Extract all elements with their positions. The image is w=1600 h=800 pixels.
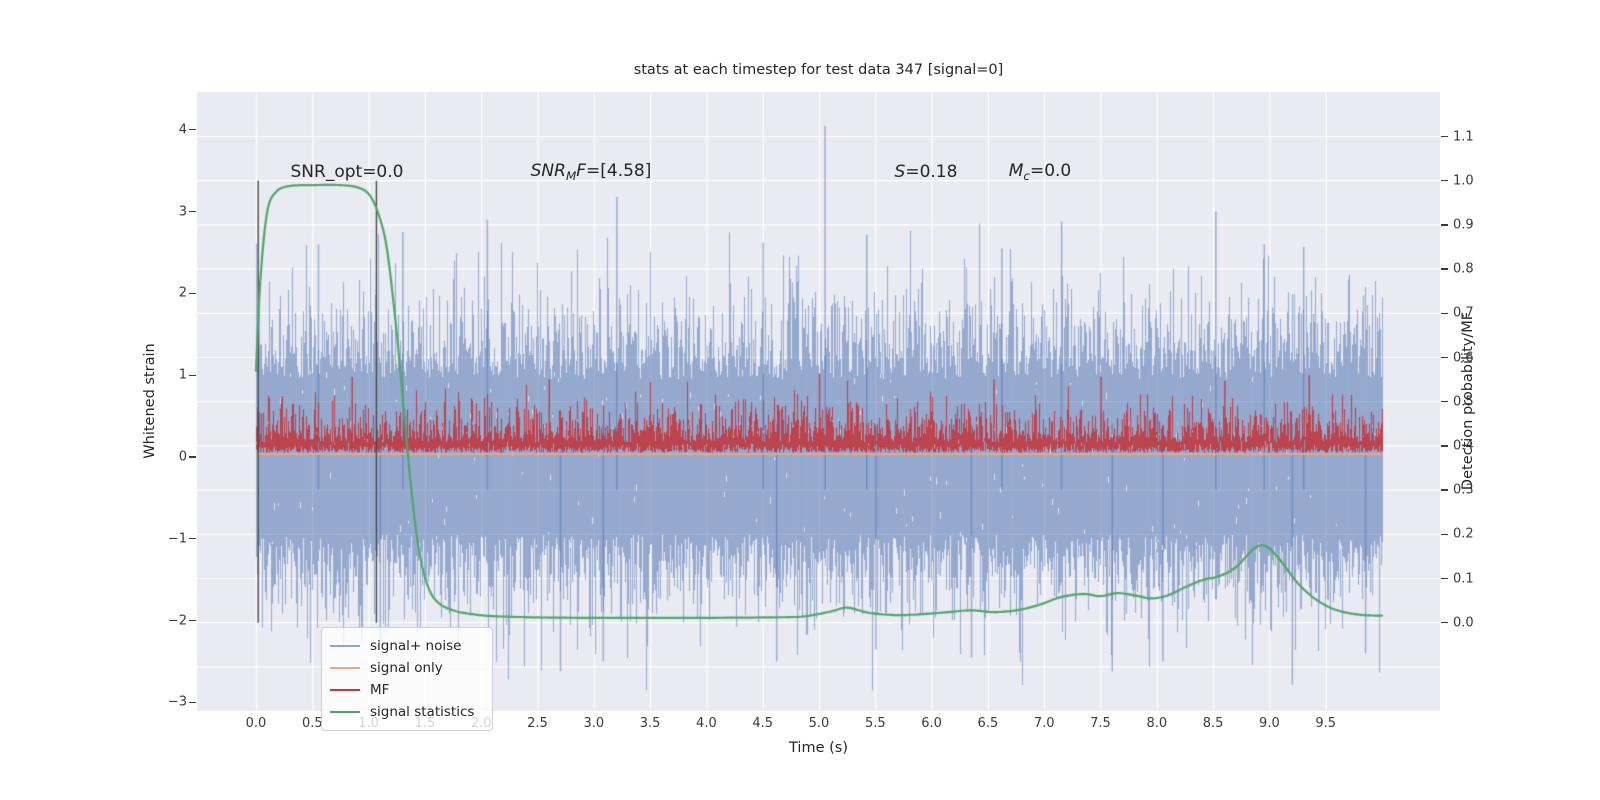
- x-tick-label: 6.0: [921, 716, 942, 731]
- strain-tick-label: 0: [178, 449, 187, 465]
- strain-tick-mark: [189, 456, 196, 458]
- annotation-3: Mc=0.0: [1009, 161, 1072, 183]
- strain-tick-label: 4: [178, 122, 187, 138]
- plot-area: [197, 92, 1440, 711]
- prob-tick-mark: [1441, 445, 1448, 447]
- x-tick-label: 3.5: [639, 716, 661, 731]
- annotation-run: M: [565, 169, 577, 184]
- annotation-run: M: [1008, 160, 1024, 181]
- prob-tick-mark: [1441, 268, 1448, 270]
- strain-tick-label: −1: [167, 531, 187, 547]
- x-tick-label: 8.5: [1202, 716, 1224, 731]
- x-tick-label: 9.5: [1315, 716, 1337, 731]
- x-tick-label: 6.5: [977, 716, 999, 731]
- prob-tick-mark: [1441, 533, 1448, 535]
- prob-tick-mark: [1441, 135, 1448, 138]
- legend-item-1: signal only: [330, 657, 482, 679]
- prob-tick-mark: [1441, 489, 1448, 491]
- strain-tick-label: 1: [178, 367, 187, 383]
- prob-tick-label: 0.2: [1453, 526, 1474, 542]
- prob-tick-mark: [1441, 401, 1448, 403]
- prob-tick-label: 0.9: [1453, 217, 1474, 233]
- prob-tick-label: 0.3: [1453, 482, 1474, 498]
- annotation-run: SNR_opt=0.0: [290, 162, 404, 182]
- x-axis-label: Time (s): [789, 740, 848, 756]
- annotation-run: =0.0: [1029, 160, 1072, 181]
- annotation-0: SNR_opt=0.0: [291, 162, 404, 182]
- x-tick-label: 0.5: [301, 716, 323, 731]
- legend-swatch: [330, 644, 360, 648]
- x-tick-label: 2.5: [527, 716, 548, 731]
- prob-tick-label: 0.4: [1453, 438, 1474, 454]
- x-tick-label: 4.5: [752, 716, 774, 731]
- annotation-run: =[4.58]: [586, 160, 652, 181]
- x-tick-label: 5.0: [808, 716, 830, 731]
- prob-tick-label: 0.5: [1453, 394, 1474, 410]
- prob-tick-mark: [1441, 312, 1448, 314]
- chart-canvas: [197, 92, 1440, 711]
- legend-label: signal statistics: [370, 704, 475, 720]
- legend-label: MF: [370, 682, 390, 698]
- x-tick-label: 4.0: [696, 716, 717, 731]
- legend-label: signal only: [370, 660, 443, 676]
- prob-tick-mark: [1441, 180, 1448, 182]
- x-tick-label: 0.0: [245, 716, 267, 731]
- x-tick-label: 8.0: [1146, 716, 1168, 731]
- left-axis-label: Whitened strain: [142, 343, 158, 459]
- legend-label: signal+ noise: [370, 638, 462, 654]
- prob-tick-label: 0.1: [1453, 571, 1474, 586]
- strain-tick-label: 2: [178, 285, 187, 301]
- strain-tick-mark: [189, 210, 196, 213]
- prob-tick-label: 0.8: [1453, 261, 1474, 277]
- strain-tick-mark: [189, 374, 196, 376]
- strain-tick-mark: [189, 619, 196, 622]
- prob-tick-label: 1.1: [1453, 129, 1474, 144]
- prob-tick-mark: [1441, 622, 1448, 624]
- prob-tick-mark: [1441, 577, 1448, 580]
- prob-tick-mark: [1441, 356, 1448, 359]
- legend-swatch: [330, 688, 360, 692]
- strain-tick-label: 3: [178, 204, 187, 220]
- strain-tick-mark: [189, 538, 196, 540]
- prob-tick-mark: [1441, 224, 1448, 226]
- legend-swatch: [330, 666, 360, 670]
- prob-tick-label: 1.0: [1453, 173, 1474, 189]
- prob-tick-label: 0.6: [1453, 350, 1474, 365]
- prob-tick-label: 0.0: [1453, 615, 1474, 631]
- legend-item-3: signal statistics: [330, 701, 482, 723]
- strain-tick-label: −3: [167, 694, 187, 710]
- x-tick-label: 7.5: [1090, 716, 1111, 731]
- legend: signal+ noise signal only MF signal statist…: [321, 627, 493, 731]
- strain-tick-mark: [189, 129, 196, 131]
- chart-title: stats at each timestep for test data 347…: [633, 62, 1004, 78]
- annotation-2: S=0.18: [895, 162, 958, 182]
- strain-tick-mark: [189, 701, 196, 704]
- annotation-run: F: [576, 160, 586, 181]
- x-tick-label: 7.0: [1033, 716, 1055, 731]
- strain-tick-mark: [189, 292, 196, 295]
- strain-tick-label: −2: [167, 613, 187, 629]
- annotation-run: c: [1023, 169, 1030, 184]
- x-tick-label: 3.0: [583, 716, 605, 731]
- annotation-run: S: [894, 162, 906, 182]
- annotation-1: SNRMF=[4.58]: [531, 161, 652, 183]
- prob-tick-label: 0.7: [1453, 305, 1474, 321]
- annotation-run: SNR: [530, 160, 566, 181]
- legend-item-0: signal+ noise: [330, 635, 482, 657]
- legend-swatch: [330, 710, 360, 714]
- x-tick-label: 9.0: [1259, 716, 1280, 731]
- legend-item-2: MF: [330, 679, 482, 701]
- annotation-run: =0.18: [905, 162, 958, 182]
- x-tick-label: 5.5: [864, 716, 886, 731]
